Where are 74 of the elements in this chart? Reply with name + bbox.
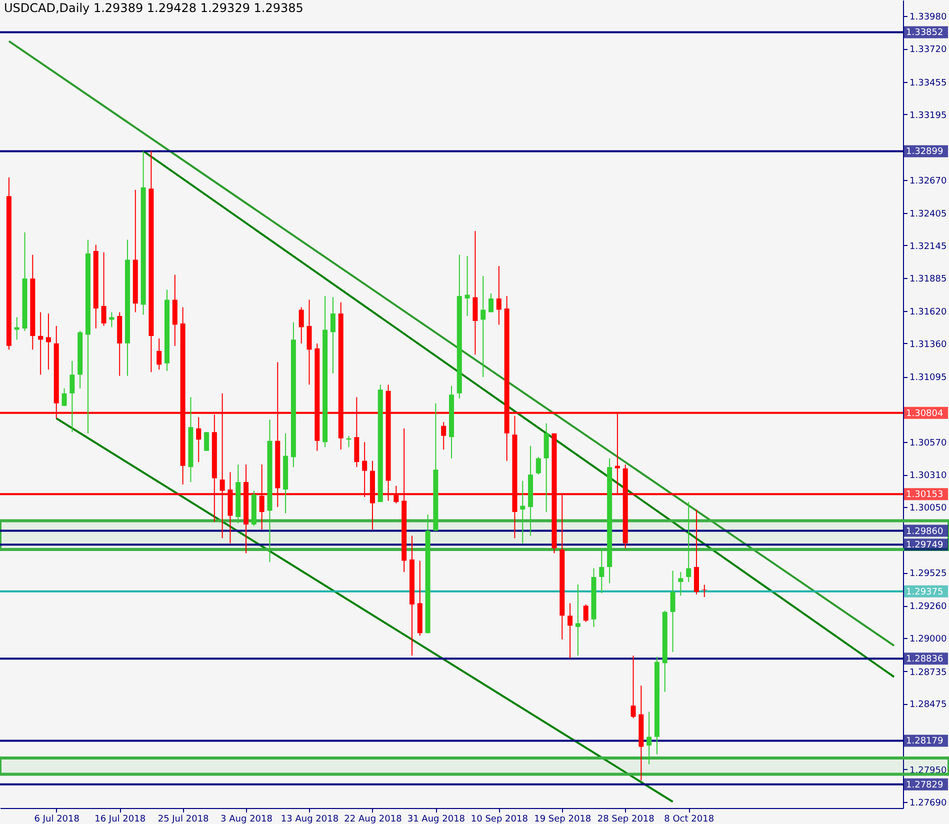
x-tick-label: 19 Sep 2018 (534, 814, 592, 824)
candlestick (536, 456, 541, 476)
candlestick (330, 296, 336, 374)
y-tick-label: 1.31360 (910, 340, 947, 350)
candlestick (298, 306, 304, 344)
ref-line-label: 1.28179 (906, 736, 944, 747)
candlestick (156, 338, 162, 370)
y-tick-label: 1.29525 (910, 569, 947, 580)
y-tick-label: 1.31620 (910, 307, 947, 318)
ref-line-label: 1.32899 (906, 147, 944, 158)
candlestick (520, 480, 526, 544)
y-tick-label: 1.33980 (910, 12, 947, 23)
ref-line-label: 1.29749 (906, 540, 944, 551)
candlestick (14, 316, 20, 340)
candlestick (472, 230, 478, 356)
candlestick (62, 388, 67, 406)
candlestick (101, 252, 106, 326)
y-tick-label: 1.30050 (910, 504, 947, 514)
ref-line-label: 1.27829 (906, 780, 944, 790)
candlestick (686, 502, 692, 582)
y-tick-label: 1.33455 (910, 78, 947, 88)
candlestick (678, 571, 684, 596)
y-tick-label: 1.33195 (910, 110, 947, 121)
y-tick-label: 1.27690 (910, 798, 947, 808)
candlestick (38, 312, 44, 376)
y-tick-label: 1.32145 (910, 242, 947, 252)
y-tick-label: 1.33720 (910, 45, 947, 56)
candlestick (70, 360, 75, 433)
candlestick (630, 655, 636, 719)
ref-line-label: 1.29860 (906, 526, 944, 537)
y-tick-label: 1.29260 (910, 602, 947, 612)
candlestick (46, 312, 51, 370)
y-tick-label: 1.28735 (910, 668, 947, 678)
candlestick (196, 416, 202, 463)
candlestick (568, 602, 573, 659)
ref-line-label: 1.30804 (906, 408, 944, 419)
y-tick-label: 1.31095 (910, 373, 947, 384)
y-tick-label: 1.32405 (910, 209, 947, 220)
candlestick (480, 275, 486, 378)
ref-line-label: 1.30153 (906, 490, 944, 500)
candlestick (646, 711, 652, 765)
candlestick (496, 266, 502, 326)
candlestick (109, 312, 114, 328)
candlestick (204, 432, 210, 452)
y-tick-label: 1.32670 (910, 176, 947, 186)
x-tick-label: 31 Aug 2018 (407, 814, 466, 824)
candlestick (599, 548, 604, 594)
x-tick-label: 8 Oct 2018 (664, 814, 714, 824)
y-tick-label: 1.28475 (910, 700, 947, 710)
x-tick-label: 3 Aug 2018 (220, 814, 273, 824)
y-tick-label: 1.27950 (910, 766, 947, 776)
ref-line-label: 1.29375 (906, 587, 944, 598)
chart-title: USDCAD,Daily 1.29389 1.29428 1.29329 1.29385 (4, 1, 304, 15)
candlestick (441, 422, 446, 450)
x-tick-label: 10 Sep 2018 (470, 814, 528, 824)
candlestick (306, 299, 312, 386)
candlestick (583, 604, 588, 622)
x-tick-label: 13 Aug 2018 (280, 814, 339, 824)
y-tick-label: 1.30310 (910, 471, 947, 482)
candlestick (575, 584, 580, 656)
y-tick-label: 1.30570 (910, 438, 947, 449)
y-tick-label: 1.29000 (910, 634, 947, 645)
x-tick-label: 28 Sep 2018 (597, 814, 655, 824)
x-tick-label: 6 Jul 2018 (34, 814, 80, 824)
ref-line-label: 1.33852 (906, 28, 944, 38)
candlestick (488, 292, 494, 313)
x-tick-label: 22 Aug 2018 (344, 814, 402, 824)
candlestick (702, 584, 707, 598)
y-tick-label: 1.31885 (910, 274, 947, 284)
x-tick-label: 16 Jul 2018 (94, 814, 146, 824)
x-tick-label: 25 Jul 2018 (158, 814, 210, 824)
candlestick (670, 570, 676, 652)
ref-line-label: 1.28836 (906, 654, 944, 665)
candlestick (464, 256, 470, 316)
